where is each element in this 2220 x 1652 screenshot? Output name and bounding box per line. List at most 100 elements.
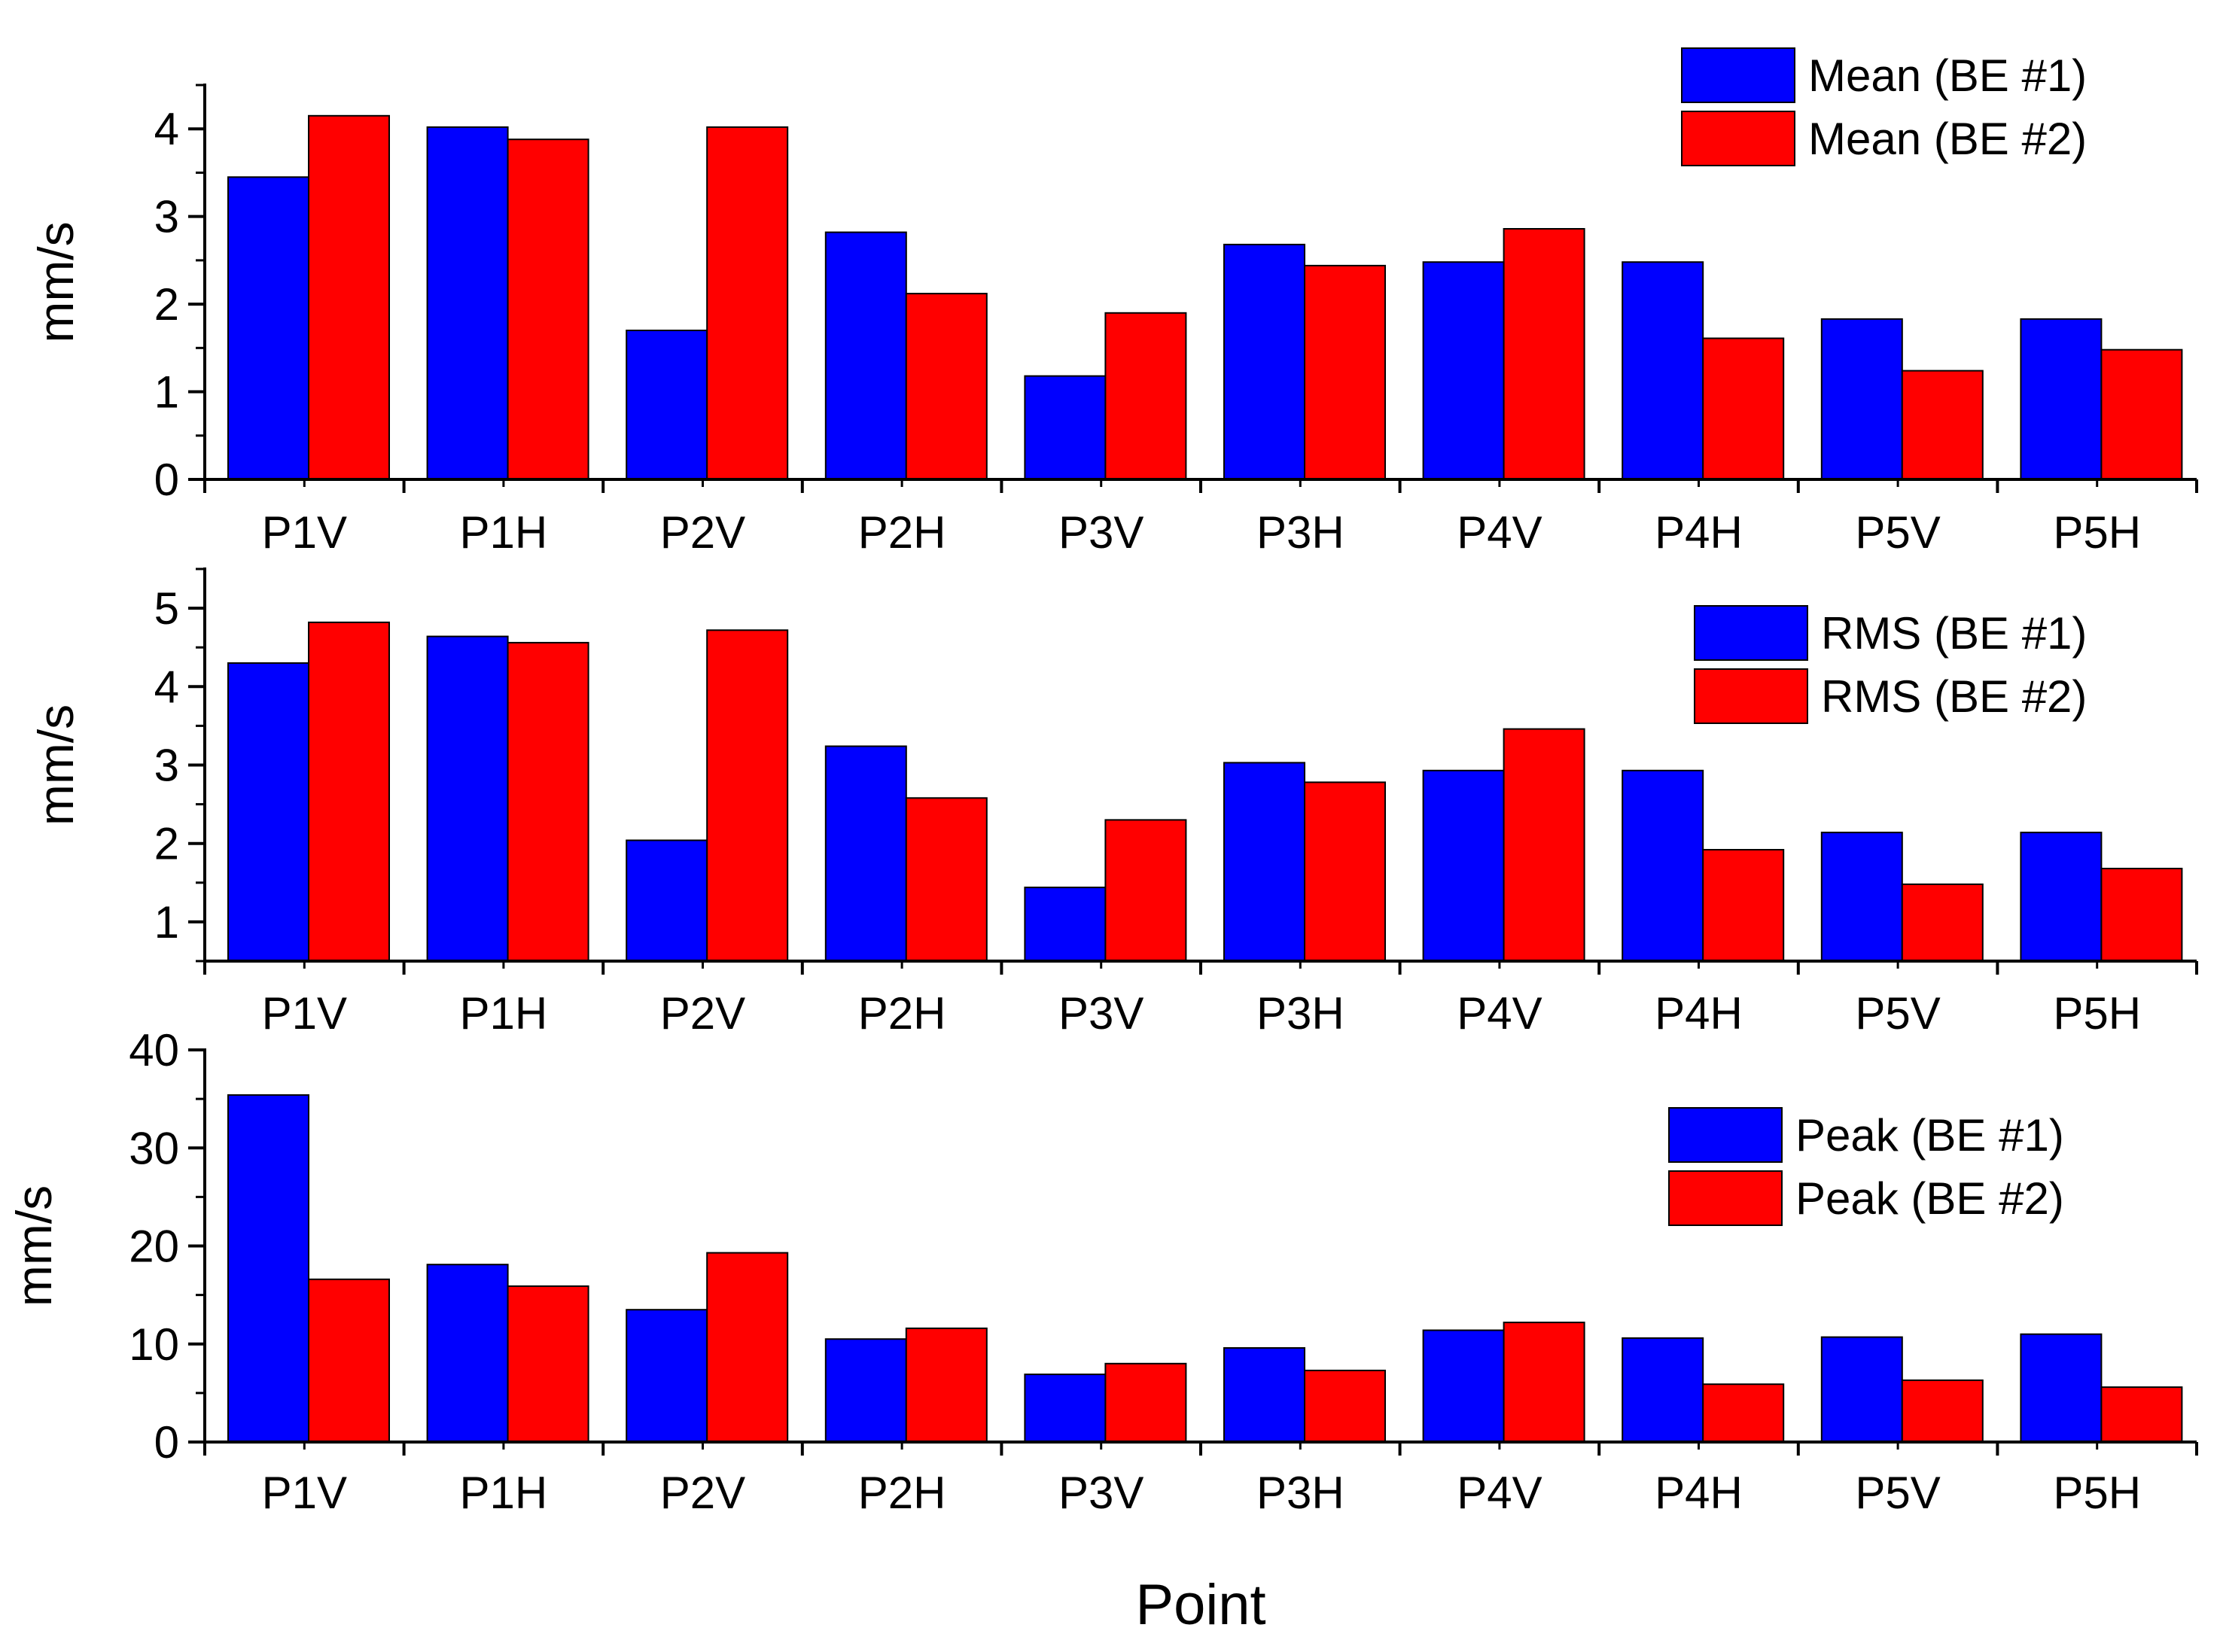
y-tick-label-1: 4 [154, 104, 179, 154]
bar-1-be2-p2h [905, 293, 988, 480]
bar-3-be1-p5v [1820, 1336, 1903, 1443]
category-label-p2h: P2H [858, 1468, 946, 1518]
bar-1-be1-p2h [824, 231, 907, 480]
bar-1-be1-p2v [626, 330, 708, 480]
category-label-p3h: P3H [1256, 988, 1344, 1039]
category-label-p3v: P3V [1058, 1468, 1143, 1518]
bar-3-be2-p5v [1901, 1379, 1984, 1444]
bar-3-be2-p3v [1104, 1362, 1187, 1444]
bar-3-be2-p1h [507, 1285, 589, 1444]
legend-label-1-1: Mean (BE #1) [1808, 50, 2087, 101]
y-tick-label-1: 0 [154, 455, 179, 505]
bar-1-be2-p2v [706, 126, 789, 480]
y-axis-label-3: mm/s [6, 1185, 62, 1307]
category-label-p3h: P3H [1256, 507, 1344, 558]
bar-2-be2-p5h [2100, 868, 2183, 962]
bar-3-be2-p2v [706, 1252, 789, 1443]
category-label-p4h: P4H [1655, 1468, 1743, 1518]
legend-swatch-3-2 [1668, 1170, 1783, 1226]
bar-2-be2-p2v [706, 629, 789, 962]
bar-1-be2-p1v [308, 114, 390, 481]
bar-2-be1-p2h [824, 745, 907, 962]
bar-2-be1-p3v [1024, 887, 1107, 962]
y-tick-label-3: 10 [129, 1319, 179, 1370]
legend-label-3-2: Peak (BE #2) [1795, 1173, 2064, 1224]
bar-3-be1-p1h [426, 1264, 509, 1443]
y-tick-label-2: 5 [154, 583, 179, 634]
category-label-p5v: P5V [1855, 507, 1940, 558]
bar-2-be2-p4h [1702, 849, 1785, 962]
bar-1-be1-p4h [1622, 261, 1704, 480]
category-label-p5h: P5H [2053, 507, 2141, 558]
bar-3-be1-p4h [1622, 1337, 1704, 1444]
bar-2-be2-p3v [1104, 819, 1187, 963]
bar-1-be1-p5h [2020, 318, 2103, 480]
bar-2-be1-p1h [426, 635, 509, 962]
category-label-p4v: P4V [1457, 507, 1542, 558]
legend-label-3-1: Peak (BE #1) [1795, 1110, 2064, 1161]
y-tick-label-2: 1 [154, 897, 179, 948]
bar-2-be2-p2h [905, 797, 988, 963]
category-label-p1v: P1V [262, 988, 347, 1039]
category-label-p5v: P5V [1855, 988, 1940, 1039]
bar-2-be1-p1v [227, 662, 309, 962]
category-label-p4v: P4V [1457, 988, 1542, 1039]
y-tick-label-1: 3 [154, 192, 179, 242]
y-tick-label-3: 30 [129, 1123, 179, 1173]
legend-swatch-1-1 [1681, 47, 1795, 103]
category-label-p3v: P3V [1058, 988, 1143, 1039]
category-label-p1v: P1V [262, 1468, 347, 1518]
bar-1-be2-p4h [1702, 337, 1785, 480]
legend-label-1-2: Mean (BE #2) [1808, 114, 2087, 164]
category-label-p4v: P4V [1457, 1468, 1542, 1518]
bar-1-be1-p3h [1223, 243, 1305, 480]
bar-2-be1-p2v [626, 839, 708, 962]
bar-3-be1-p1v [227, 1094, 309, 1444]
legend-swatch-2-2 [1694, 668, 1808, 724]
bar-1-be2-p4v [1503, 228, 1585, 480]
bar-2-be1-p3h [1223, 762, 1305, 963]
legend-label-2-1: RMS (BE #1) [1821, 608, 2087, 659]
bar-3-be1-p2h [824, 1338, 907, 1443]
bar-3-be2-p3h [1304, 1369, 1386, 1444]
y-tick-label-3: 0 [154, 1417, 179, 1468]
category-label-p4h: P4H [1655, 988, 1743, 1039]
category-label-p2h: P2H [858, 507, 946, 558]
bar-3-be2-p5h [2100, 1386, 2183, 1443]
bar-1-be1-p5v [1820, 318, 1903, 480]
legend-swatch-2-1 [1694, 605, 1808, 661]
x-axis-label: Point [1135, 1573, 1265, 1637]
bar-2-be2-p4v [1503, 728, 1585, 962]
bar-3-be1-p3h [1223, 1347, 1305, 1443]
y-tick-label-3: 40 [129, 1025, 179, 1075]
bar-3-be1-p2v [626, 1309, 708, 1443]
category-label-p5h: P5H [2053, 1468, 2141, 1518]
bar-3-be1-p3v [1024, 1374, 1107, 1443]
y-tick-label-1: 2 [154, 279, 179, 330]
bar-2-be2-p3h [1304, 781, 1386, 963]
category-label-p3h: P3H [1256, 1468, 1344, 1518]
bar-3-be2-p2h [905, 1327, 988, 1444]
bar-1-be1-p1h [426, 126, 509, 480]
bar-1-be2-p5h [2100, 348, 2183, 481]
y-tick-label-2: 4 [154, 662, 179, 712]
bar-3-be1-p4v [1422, 1329, 1505, 1443]
bar-1-be2-p3h [1304, 264, 1386, 480]
category-label-p1v: P1V [262, 507, 347, 558]
legend-label-2-2: RMS (BE #2) [1821, 671, 2087, 722]
y-axis-label-1: mm/s [28, 221, 84, 342]
category-label-p5h: P5H [2053, 988, 2141, 1039]
category-label-p2v: P2V [660, 988, 745, 1039]
bar-2-be2-p5v [1901, 883, 1984, 963]
bar-2-be1-p4v [1422, 769, 1505, 962]
bar-3-be2-p1v [308, 1278, 390, 1444]
bar-3-be2-p4v [1503, 1322, 1585, 1443]
y-tick-label-2: 3 [154, 741, 179, 791]
legend-swatch-1-2 [1681, 111, 1795, 166]
bar-2-be1-p5v [1820, 832, 1903, 962]
category-label-p2h: P2H [858, 988, 946, 1039]
category-label-p1h: P1H [460, 1468, 548, 1518]
bar-1-be1-p4v [1422, 261, 1505, 480]
